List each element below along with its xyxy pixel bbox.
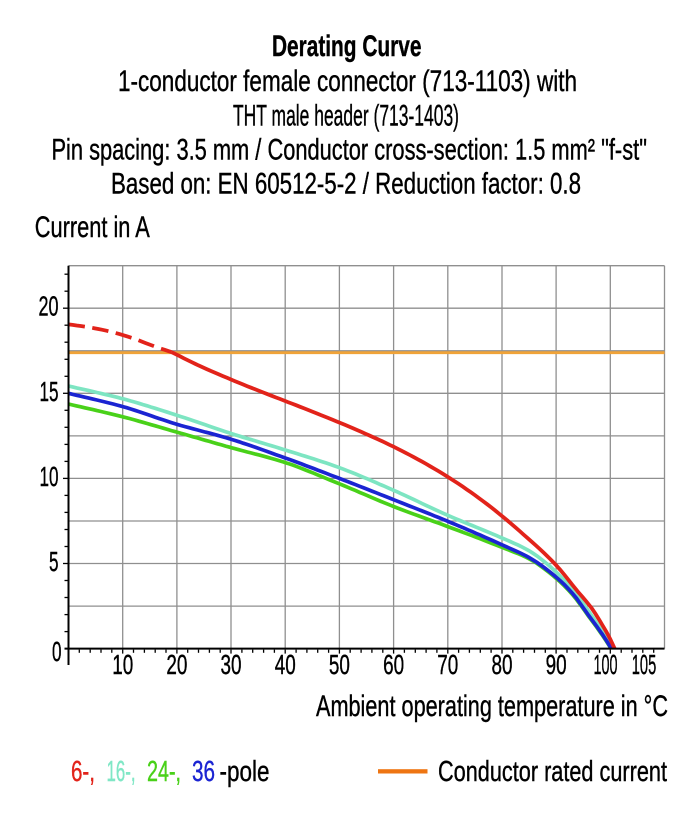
svg-text:70: 70 xyxy=(437,649,458,680)
svg-text:Based on: EN 60512-5-2 / Reduc: Based on: EN 60512-5-2 / Reduction facto… xyxy=(111,168,581,201)
svg-text:90: 90 xyxy=(546,649,567,680)
svg-text:16-,: 16-, xyxy=(107,756,136,788)
svg-text:10: 10 xyxy=(112,649,133,680)
svg-text:Ambient operating temperature: Ambient operating temperature in °C xyxy=(316,690,668,723)
svg-text:5: 5 xyxy=(49,546,59,577)
svg-text:20: 20 xyxy=(39,291,59,322)
svg-text:0: 0 xyxy=(52,636,62,667)
svg-text:Current in A: Current in A xyxy=(35,211,150,244)
svg-text:50: 50 xyxy=(329,649,350,680)
svg-text:10: 10 xyxy=(40,461,59,492)
svg-text:6-,: 6-, xyxy=(71,756,95,788)
svg-text:60: 60 xyxy=(383,649,404,680)
svg-text:80: 80 xyxy=(492,649,513,680)
svg-text:1-conductor female connector (: 1-conductor female connector (713-1103) … xyxy=(118,65,577,98)
svg-text:Derating Curve: Derating Curve xyxy=(272,30,422,63)
svg-text:THT male header (713-1403): THT male header (713-1403) xyxy=(233,100,459,133)
svg-text:20: 20 xyxy=(166,649,187,680)
svg-text:24-,: 24-, xyxy=(147,756,181,788)
svg-text:Pin spacing: 3.5 mm / Conducto: Pin spacing: 3.5 mm / Conductor cross-se… xyxy=(51,134,647,167)
svg-text:Conductor rated current: Conductor rated current xyxy=(438,756,667,788)
svg-text:15: 15 xyxy=(40,376,59,407)
svg-text:36: 36 xyxy=(192,756,215,788)
svg-text:40: 40 xyxy=(275,649,296,680)
svg-text:30: 30 xyxy=(221,649,242,680)
svg-text:100: 100 xyxy=(594,649,618,680)
svg-text:105: 105 xyxy=(632,649,657,680)
svg-text:-pole: -pole xyxy=(220,756,270,788)
